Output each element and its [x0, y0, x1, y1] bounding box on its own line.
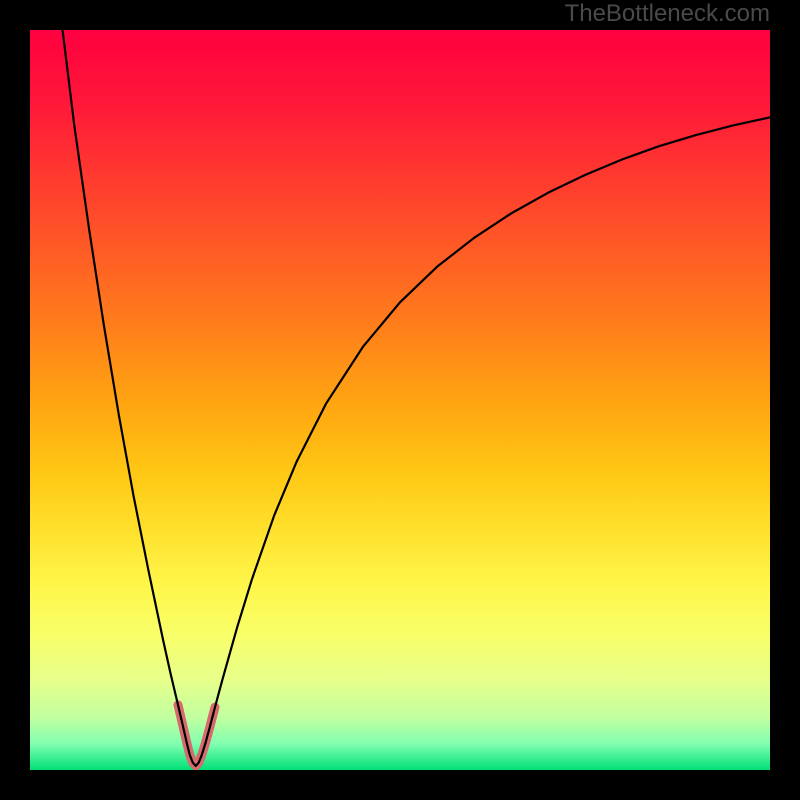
watermark-text: TheBottleneck.com: [565, 0, 770, 28]
plot-area: [30, 30, 770, 770]
gradient-background: [30, 30, 770, 770]
chart-svg: [30, 30, 770, 770]
chart-frame: TheBottleneck.com: [0, 0, 800, 800]
